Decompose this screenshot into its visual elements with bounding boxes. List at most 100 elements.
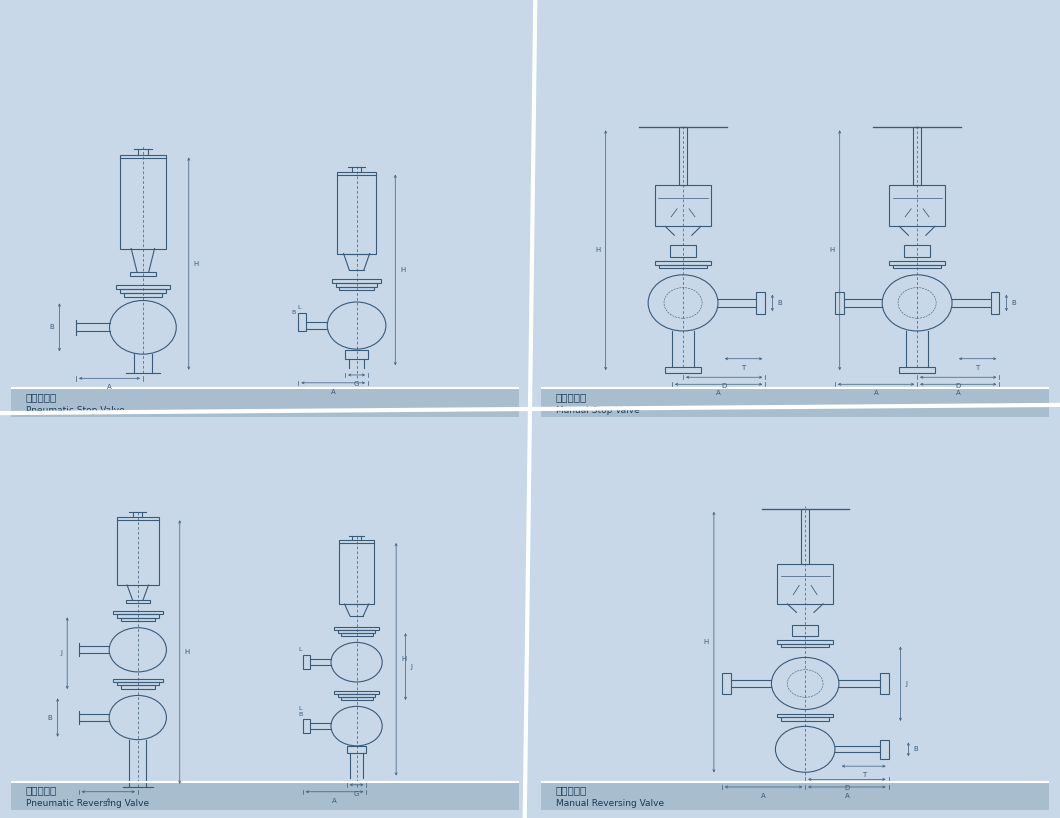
Text: Manual Reversing Valve: Manual Reversing Valve: [555, 798, 664, 807]
Bar: [116, 285, 170, 289]
Text: A: A: [106, 798, 110, 803]
Text: B: B: [777, 300, 782, 306]
Bar: [113, 611, 162, 614]
Text: 气动换向阀: 气动换向阀: [25, 785, 57, 795]
Text: B: B: [292, 310, 296, 315]
Text: 手动截止阀: 手动截止阀: [555, 392, 587, 402]
Text: H: H: [184, 649, 190, 655]
Bar: [121, 618, 155, 621]
Bar: [655, 261, 711, 265]
Text: A: A: [717, 390, 721, 397]
Bar: [990, 292, 1000, 314]
Text: B: B: [48, 715, 53, 721]
Bar: [338, 630, 375, 633]
Bar: [338, 694, 375, 697]
Bar: [679, 128, 687, 185]
Text: G: G: [354, 381, 359, 387]
Bar: [781, 717, 829, 721]
Bar: [889, 261, 944, 265]
Text: H: H: [401, 656, 406, 663]
Bar: [339, 286, 374, 290]
Bar: [11, 388, 519, 417]
Text: J: J: [60, 650, 63, 656]
Text: H: H: [829, 247, 834, 254]
Text: T: T: [862, 772, 866, 778]
Bar: [894, 264, 941, 268]
Bar: [113, 679, 162, 682]
Bar: [880, 672, 888, 694]
Text: D: D: [722, 384, 727, 389]
Text: Pneumatic Stop Valve: Pneumatic Stop Valve: [25, 406, 125, 415]
Bar: [332, 280, 381, 283]
Bar: [340, 697, 372, 700]
Bar: [117, 682, 159, 685]
Text: J: J: [410, 663, 412, 670]
Text: B: B: [50, 324, 54, 330]
Bar: [722, 672, 730, 694]
Bar: [120, 289, 165, 293]
Bar: [913, 128, 921, 185]
Bar: [129, 272, 156, 276]
Bar: [298, 313, 305, 331]
Bar: [117, 614, 159, 618]
Text: L: L: [298, 706, 302, 711]
Text: D: D: [844, 785, 849, 791]
Text: H: H: [704, 639, 709, 645]
Bar: [835, 292, 844, 314]
Text: H: H: [401, 267, 406, 273]
Bar: [339, 540, 374, 604]
Bar: [346, 350, 368, 359]
Bar: [777, 564, 833, 604]
Bar: [781, 644, 829, 647]
Bar: [880, 739, 888, 759]
Bar: [11, 781, 519, 810]
Text: T: T: [741, 365, 746, 371]
Text: D: D: [955, 384, 960, 389]
Text: L: L: [298, 646, 302, 652]
Text: T: T: [975, 365, 979, 371]
Bar: [899, 366, 935, 373]
Bar: [117, 517, 159, 585]
Bar: [670, 245, 695, 257]
Bar: [303, 655, 310, 669]
Bar: [777, 640, 833, 644]
Bar: [801, 509, 809, 564]
Text: A: A: [845, 793, 849, 799]
Bar: [904, 245, 930, 257]
Text: Pneumatic Reversing Valve: Pneumatic Reversing Valve: [25, 798, 149, 807]
Text: A: A: [761, 793, 766, 799]
Text: Manual Stop Valve: Manual Stop Valve: [555, 406, 639, 415]
Text: A: A: [332, 798, 337, 803]
Bar: [889, 185, 944, 227]
Bar: [303, 719, 310, 734]
Bar: [124, 293, 162, 297]
Bar: [541, 781, 1049, 810]
Text: A: A: [107, 384, 112, 390]
Text: A: A: [873, 390, 879, 397]
Text: H: H: [194, 261, 199, 267]
Bar: [655, 185, 711, 227]
Text: B: B: [298, 712, 302, 717]
Bar: [336, 283, 377, 286]
Text: H: H: [596, 247, 601, 254]
Text: 气动截止阀: 气动截止阀: [25, 392, 57, 402]
Text: L: L: [298, 304, 301, 309]
Bar: [334, 691, 379, 694]
Text: A: A: [956, 390, 960, 397]
Text: B: B: [914, 746, 918, 753]
Bar: [793, 625, 818, 636]
Text: J: J: [905, 681, 907, 687]
Bar: [541, 388, 1049, 417]
Bar: [334, 627, 379, 630]
Bar: [659, 264, 707, 268]
Text: G: G: [354, 791, 359, 797]
Text: 手动换向阀: 手动换向阀: [555, 785, 587, 795]
Text: A: A: [331, 389, 336, 395]
Bar: [120, 155, 165, 249]
Bar: [757, 292, 765, 314]
Bar: [337, 172, 376, 254]
Bar: [125, 600, 151, 604]
Bar: [347, 746, 367, 753]
Bar: [121, 685, 155, 689]
Bar: [777, 714, 833, 717]
